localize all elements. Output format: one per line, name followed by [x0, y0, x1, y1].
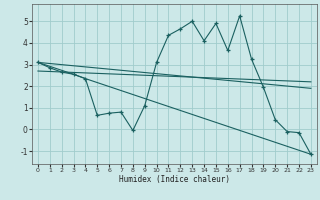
X-axis label: Humidex (Indice chaleur): Humidex (Indice chaleur): [119, 175, 230, 184]
